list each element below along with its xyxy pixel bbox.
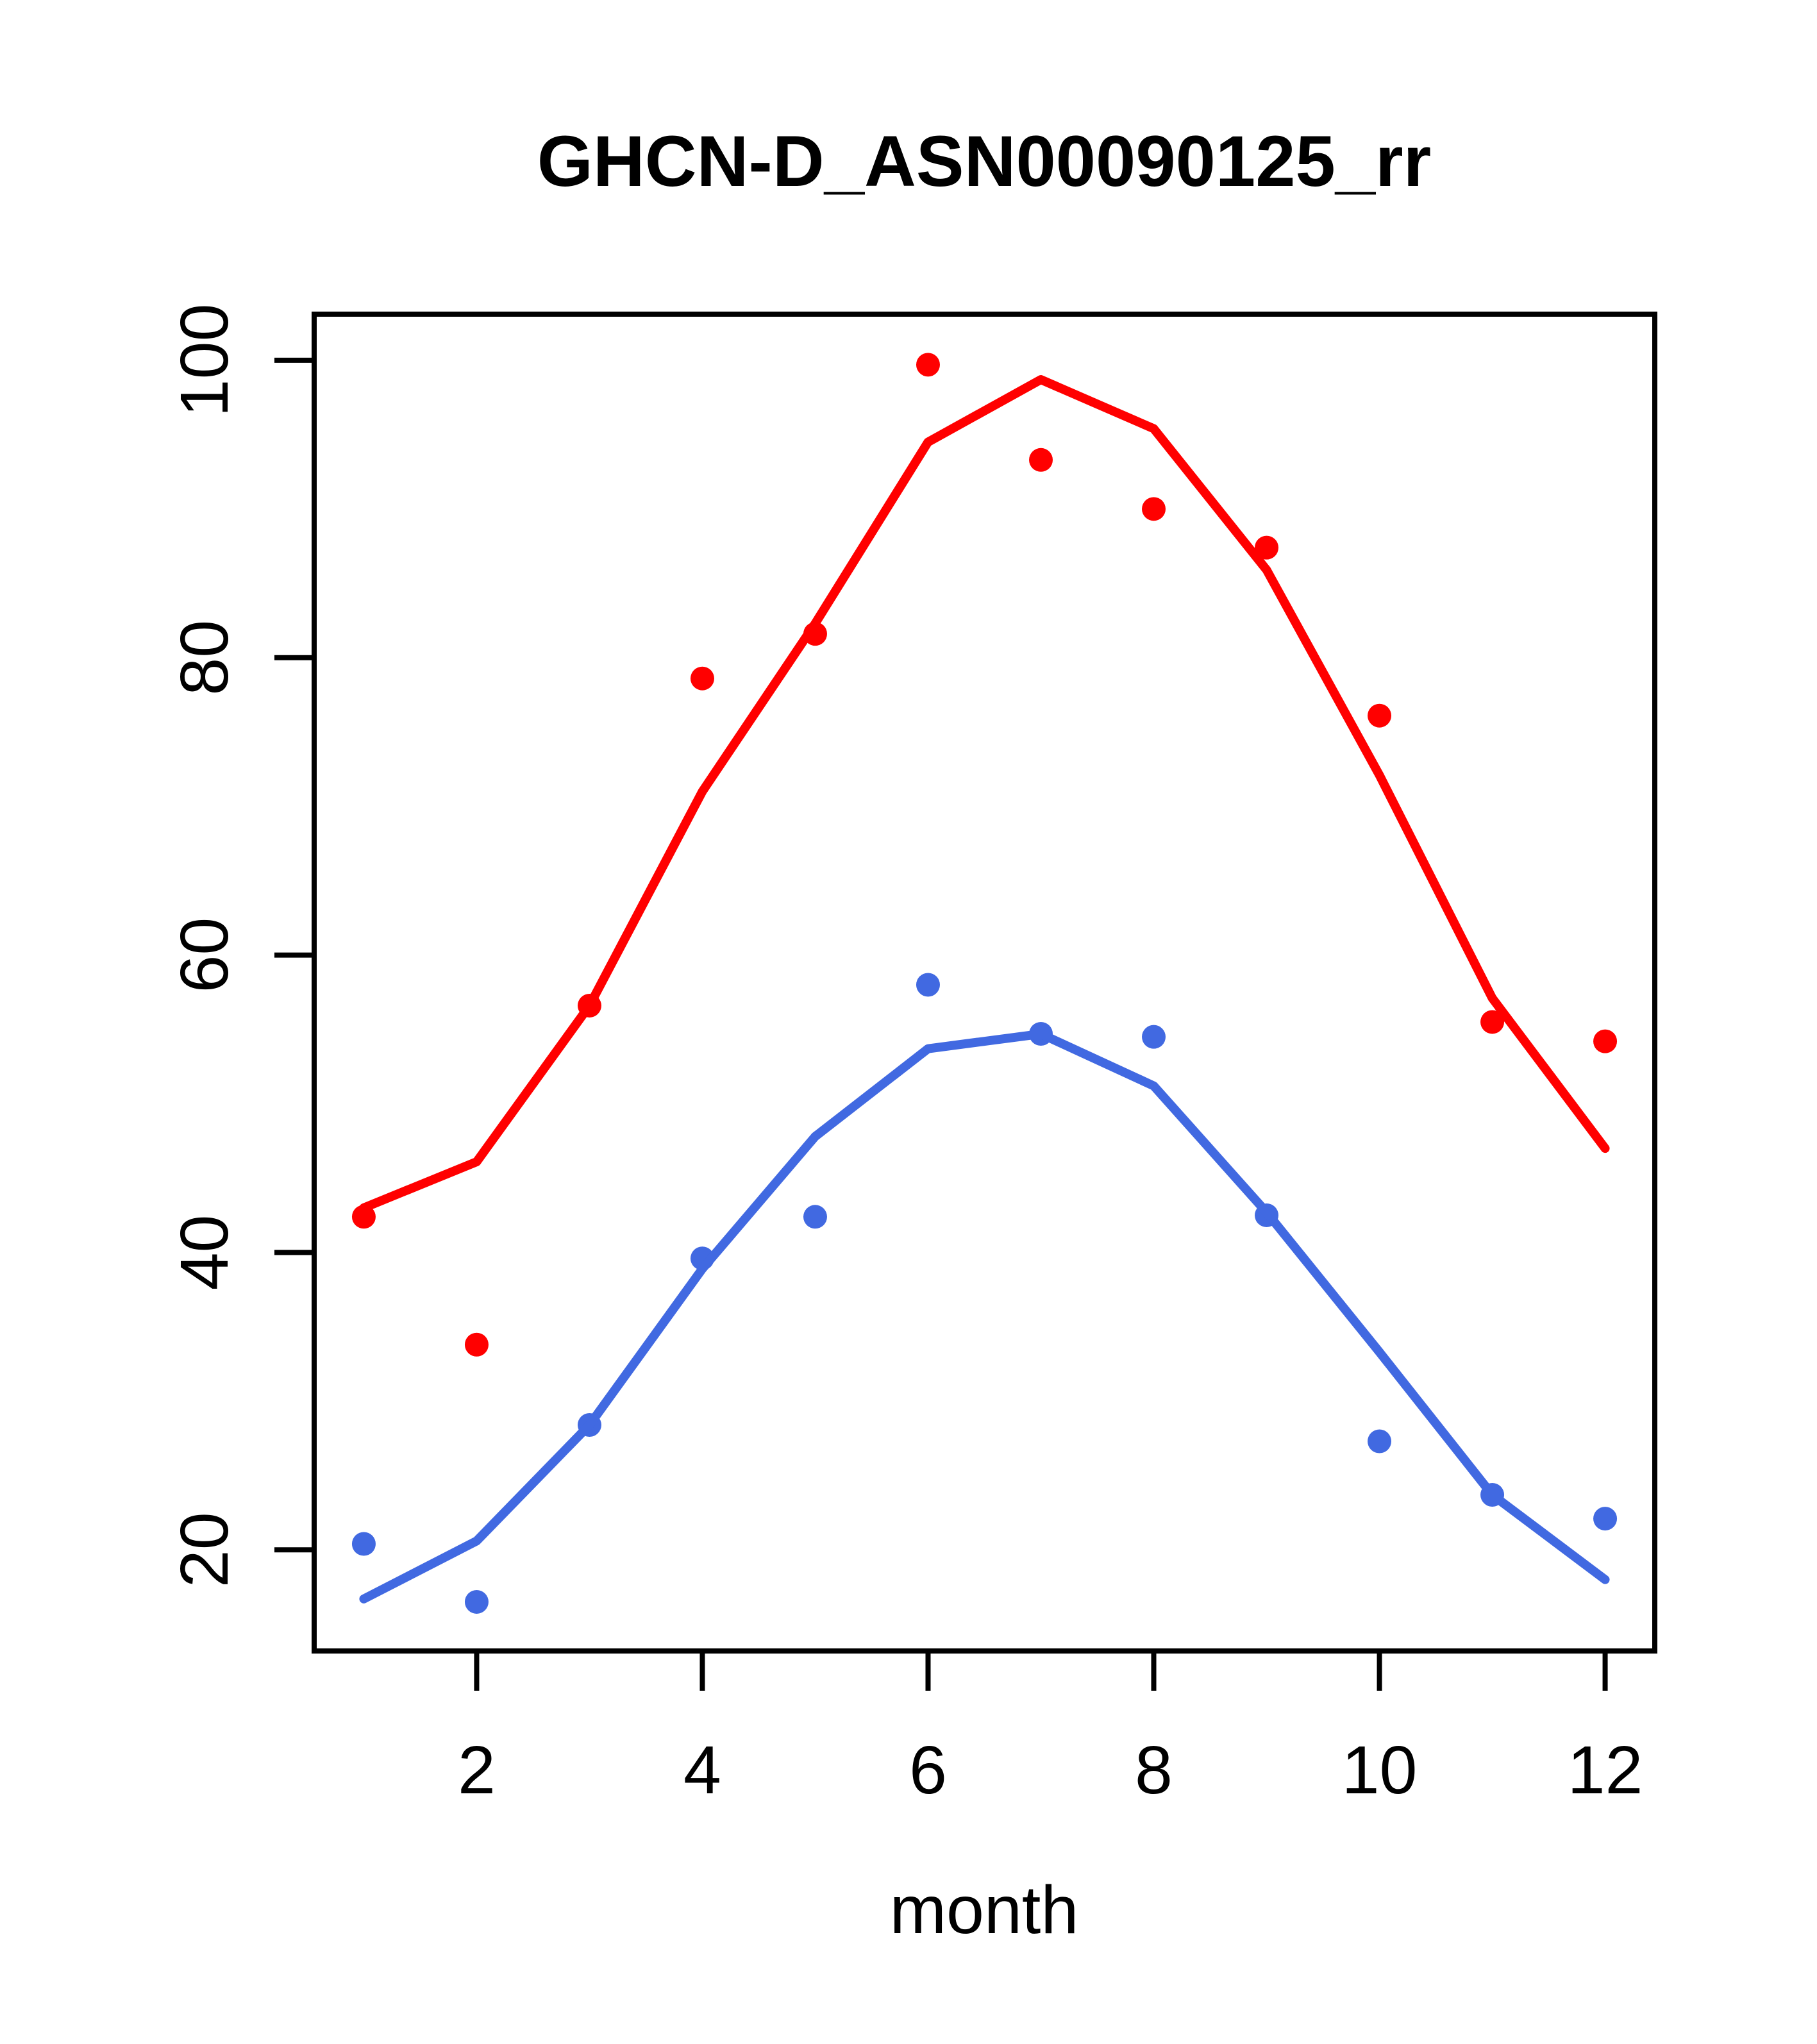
y-tick-label: 100 [167, 303, 242, 417]
plot-box [312, 312, 1657, 1654]
red-monthly-points-point [464, 1332, 489, 1357]
red-monthly-points-point [1480, 1010, 1505, 1034]
red-monthly-points-point [1593, 1029, 1618, 1053]
x-tick-label: 4 [683, 1732, 721, 1808]
x-tick-label: 12 [1568, 1732, 1643, 1808]
x-tick-label: 2 [458, 1732, 496, 1808]
blue-monthly-points-point [916, 973, 940, 997]
axis-ticks: 2 4 6 8 10 12 20 40 60 80 100 [167, 303, 1643, 1808]
x-tick-label: 10 [1342, 1732, 1418, 1808]
x-tick-label: 6 [909, 1732, 947, 1808]
red-smoothed-line [359, 375, 1610, 1212]
red-monthly-points-point [916, 353, 940, 377]
chart-title: GHCN-D_ASN00090125_rr [537, 121, 1431, 201]
y-tick-label: 40 [167, 1214, 242, 1290]
red-monthly-points-point [690, 666, 714, 691]
blue-monthly-points-point [1368, 1429, 1392, 1453]
blue-monthly-points-point [351, 1532, 376, 1556]
y-tick-label: 20 [167, 1512, 242, 1587]
y-tick-label: 60 [167, 917, 242, 993]
blue-monthly-points-point [1142, 1025, 1166, 1049]
red-monthly-points-point [1142, 497, 1166, 521]
blue-monthly-points-point [803, 1205, 827, 1229]
y-tick-label: 80 [167, 620, 242, 696]
red-monthly-points-point [1368, 703, 1392, 728]
red-monthly-points-point [1255, 535, 1279, 560]
x-axis-label: month [890, 1872, 1079, 1948]
data-series [351, 353, 1618, 1614]
red-monthly-points-point [1029, 448, 1053, 472]
blue-monthly-points-point [1593, 1507, 1618, 1531]
x-tick-label: 8 [1135, 1732, 1173, 1808]
blue-monthly-points-point [464, 1589, 489, 1614]
blue-smoothed-line [359, 1029, 1610, 1604]
red-monthly-points-point [351, 1205, 376, 1229]
